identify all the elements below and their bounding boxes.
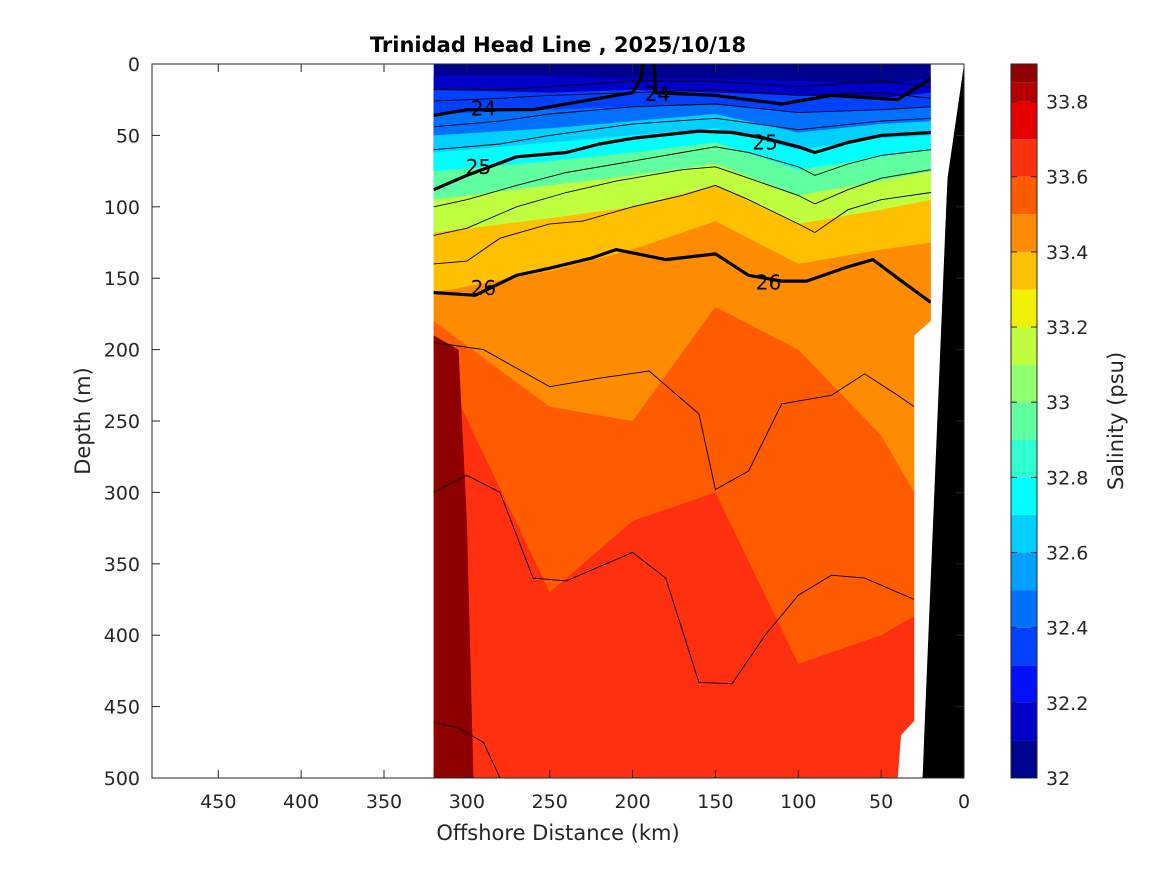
colorbar-label: Salinity (psu) — [1104, 352, 1128, 490]
y-tick-label: 100 — [104, 197, 140, 219]
density-contour-24 — [433, 64, 645, 117]
density-contour-thin — [433, 721, 501, 778]
y-tick-label: 350 — [104, 554, 140, 576]
y-axis-ticks: 0 50 100 150 200 250 300 350 400 450 500 — [104, 54, 964, 790]
colorbar-tick-label: 32.2 — [1046, 693, 1088, 715]
colorbar-tick-label: 32 — [1046, 768, 1070, 790]
x-axis-ticks: 450 400 350 300 250 200 150 100 50 0 — [200, 64, 970, 813]
colorbar-segment — [1011, 740, 1037, 778]
colorbar-tick-label: 33.2 — [1046, 317, 1088, 339]
colorbar-tick-label: 33.8 — [1046, 92, 1088, 114]
y-tick-label: 500 — [104, 768, 140, 790]
seafloor-wedge — [922, 64, 964, 778]
density-contour-24 — [652, 64, 932, 106]
y-tick-label: 50 — [116, 125, 140, 147]
colorbar-tick-label: 33.4 — [1046, 242, 1088, 264]
plot-area: 24 24 25 25 26 26 — [151, 63, 965, 779]
density-contour-thin — [433, 166, 931, 236]
density-contour-25 — [433, 129, 931, 192]
salinity-band — [433, 349, 931, 778]
density-contour-thin — [433, 474, 915, 685]
colorbar-segment — [1011, 176, 1037, 215]
colorbar-tick-label: 33.6 — [1046, 167, 1088, 189]
x-axis-label: Offshore Distance (km) — [436, 821, 679, 845]
y-tick-label: 250 — [104, 411, 140, 433]
y-tick-label: 0 — [128, 54, 140, 76]
y-tick-label: 300 — [104, 482, 140, 504]
colorbar-segment — [1011, 552, 1037, 591]
density-contour-thin — [433, 89, 931, 102]
density-contour-thin — [433, 342, 915, 491]
density-contour-thin — [433, 80, 931, 91]
no-data-gap — [897, 64, 964, 778]
colorbar-frame — [1010, 63, 1038, 779]
y-tick-label: 200 — [104, 340, 140, 362]
colorbar-tick-label: 32.6 — [1046, 543, 1088, 565]
density-contours-thin — [433, 80, 931, 778]
y-tick-label: 150 — [104, 268, 140, 290]
colorbar-segment — [1011, 139, 1037, 177]
colorbar-segment — [1011, 590, 1037, 628]
density-contour-thin — [433, 117, 931, 151]
contour-label: 24 — [471, 96, 496, 120]
colorbar-segment — [1011, 327, 1037, 365]
colorbar-segment — [1011, 702, 1037, 741]
x-tick-label: 100 — [780, 791, 816, 813]
chart-title: Trinidad Head Line , 2025/10/18 — [370, 33, 746, 57]
x-tick-label: 400 — [283, 791, 319, 813]
colorbar-segment — [1011, 665, 1037, 703]
contour-label: 26 — [471, 276, 496, 300]
colorbar-segment — [1011, 402, 1037, 440]
colorbar-segment — [1011, 364, 1037, 403]
colorbar-segment — [1011, 251, 1037, 290]
contour-label: 25 — [466, 155, 491, 179]
density-contour-thin — [433, 103, 931, 128]
salinity-band — [433, 335, 474, 778]
contour-label: 25 — [752, 131, 777, 155]
contour-label: 26 — [756, 270, 781, 294]
x-tick-label: 200 — [614, 791, 650, 813]
colorbar-segment — [1011, 477, 1037, 515]
y-tick-label: 450 — [104, 697, 140, 719]
bathymetry-layer — [897, 64, 964, 778]
x-tick-label: 350 — [366, 791, 402, 813]
colorbar-tick-label: 33 — [1046, 392, 1070, 414]
density-contour-thin — [433, 184, 931, 265]
x-tick-label: 50 — [869, 791, 893, 813]
density-contour-thin — [433, 146, 931, 208]
contour-labels: 24 24 25 25 26 26 — [466, 82, 781, 300]
density-contour-26 — [433, 248, 932, 304]
contour-label: 24 — [645, 82, 670, 106]
colorbar-segment — [1011, 514, 1037, 553]
colorbar-segment — [1011, 439, 1037, 478]
density-contours-labeled — [433, 64, 932, 304]
x-tick-label: 250 — [532, 791, 568, 813]
x-tick-label: 450 — [200, 791, 236, 813]
y-tick-label: 400 — [104, 625, 140, 647]
colorbar-tick-label: 32.4 — [1046, 618, 1088, 640]
colorbar-segment — [1011, 214, 1037, 252]
salinity-fill-layer — [433, 64, 931, 778]
x-tick-label: 0 — [958, 791, 970, 813]
x-tick-label: 150 — [697, 791, 733, 813]
colorbar-segment — [1011, 64, 1037, 83]
x-tick-label: 300 — [449, 791, 485, 813]
colorbar-segment — [1011, 82, 1037, 102]
colorbar-segment — [1011, 101, 1037, 140]
colorbar-segment — [1011, 289, 1037, 328]
colorbar: 32 32.2 32.4 32.6 32.8 33 33.2 33.4 33.6 33.8 — [1010, 63, 1088, 790]
colorbar-tick-label: 32.8 — [1046, 467, 1088, 489]
y-axis-label: Depth (m) — [71, 367, 95, 474]
colorbar-segment — [1011, 627, 1037, 666]
